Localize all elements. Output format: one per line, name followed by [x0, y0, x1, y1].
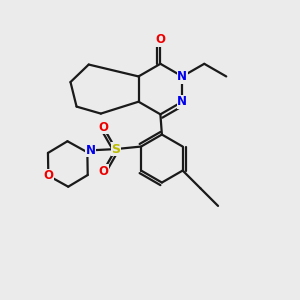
Text: O: O — [98, 165, 108, 178]
Text: O: O — [98, 121, 108, 134]
Text: O: O — [43, 169, 53, 182]
Text: N: N — [85, 144, 96, 157]
Text: O: O — [155, 33, 165, 46]
Text: S: S — [111, 142, 120, 156]
Text: N: N — [177, 95, 187, 108]
Text: N: N — [177, 70, 187, 83]
